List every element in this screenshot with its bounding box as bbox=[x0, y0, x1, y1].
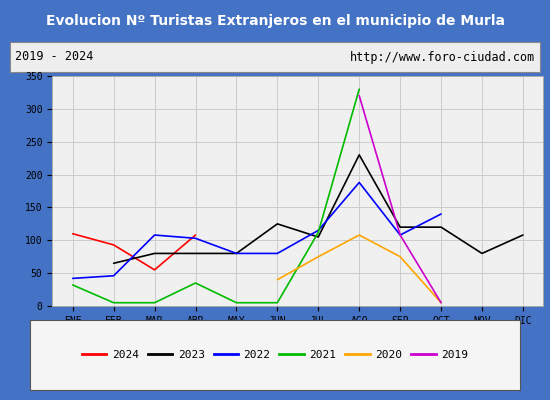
Text: 2019 - 2024: 2019 - 2024 bbox=[15, 50, 94, 64]
Text: http://www.foro-ciudad.com: http://www.foro-ciudad.com bbox=[350, 50, 535, 64]
Legend: 2024, 2023, 2022, 2021, 2020, 2019: 2024, 2023, 2022, 2021, 2020, 2019 bbox=[78, 346, 472, 364]
Text: Evolucion Nº Turistas Extranjeros en el municipio de Murla: Evolucion Nº Turistas Extranjeros en el … bbox=[46, 14, 504, 28]
